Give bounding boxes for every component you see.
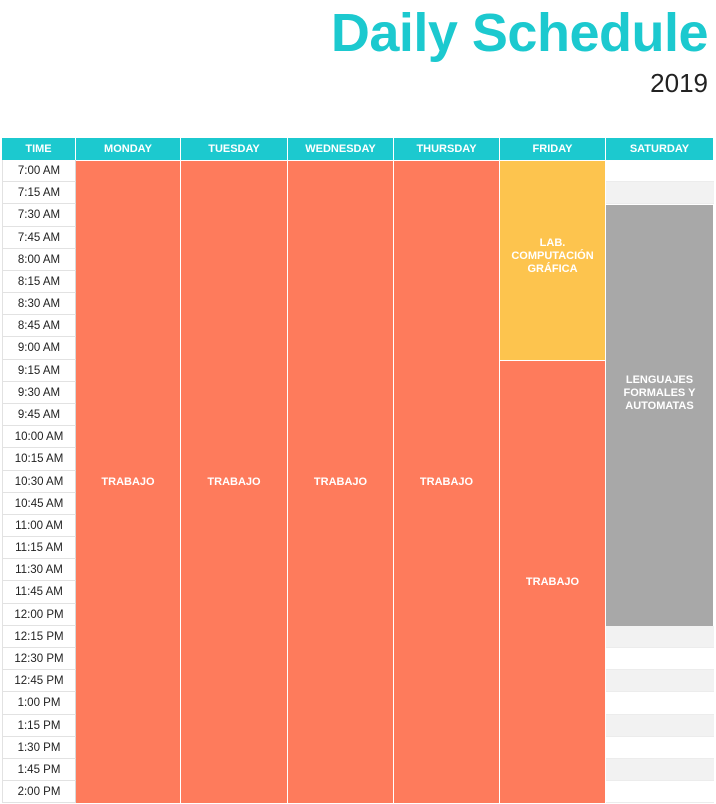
event-label: TRABAJO (101, 475, 155, 488)
time-slot-label: 1:00 PM (2, 692, 76, 715)
time-slot-label: 12:15 PM (2, 626, 76, 648)
time-slot-label: 10:15 AM (2, 448, 76, 471)
empty-slot[interactable] (606, 160, 714, 182)
time-slot-label: 7:00 AM (2, 160, 76, 182)
time-slot-label: 11:15 AM (2, 537, 76, 559)
time-slot-label: 9:00 AM (2, 337, 76, 360)
schedule-year: 2019 (650, 68, 708, 98)
time-slot-label: 7:45 AM (2, 227, 76, 249)
time-slot-label: 11:45 AM (2, 581, 76, 604)
empty-slot[interactable] (606, 759, 714, 781)
time-slot-label: 8:45 AM (2, 315, 76, 337)
event-block-work[interactable]: TRABAJO (288, 160, 394, 803)
empty-slot[interactable] (606, 648, 714, 670)
schedule-grid: TIME MONDAY TUESDAY WEDNESDAY THURSDAY FRIDAY… (2, 138, 714, 804)
event-block-work[interactable]: TRABAJO (76, 160, 181, 803)
event-label: TRABAJO (525, 575, 580, 588)
event-label: TRABAJO (207, 475, 261, 488)
column-header-saturday: SATURDAY (606, 138, 714, 160)
event-block-work[interactable]: TRABAJO (181, 160, 288, 803)
time-slot-label: 9:45 AM (2, 404, 76, 426)
time-slot-label: 1:15 PM (2, 715, 76, 737)
time-slot-label: 1:30 PM (2, 737, 76, 759)
page-title: Daily Schedule (330, 3, 709, 63)
time-slot-label: 9:15 AM (2, 360, 76, 382)
time-slot-label: 8:00 AM (2, 249, 76, 271)
time-slot-label: 12:45 PM (2, 670, 76, 692)
time-slot-label: 8:15 AM (2, 271, 76, 293)
event-label: TRABAJO (419, 475, 474, 488)
column-header-time: TIME (2, 138, 76, 160)
time-slot-label: 11:30 AM (2, 559, 76, 581)
column-header-wednesday: WEDNESDAY (288, 138, 394, 160)
event-label: TRABAJO (313, 475, 368, 488)
event-label: LENGUAJES FORMALES Y AUTOMATAS (623, 374, 696, 412)
event-block-work[interactable]: TRABAJO (394, 160, 500, 803)
empty-slot[interactable] (606, 182, 714, 204)
event-block-lecture[interactable]: LENGUAJES FORMALES Y AUTOMATAS (606, 204, 714, 626)
empty-slot[interactable] (606, 737, 714, 759)
time-slot-label: 7:30 AM (2, 204, 76, 227)
empty-slot[interactable] (606, 670, 714, 692)
time-slot-label: 8:30 AM (2, 293, 76, 315)
event-block-work[interactable]: TRABAJO (500, 360, 606, 803)
empty-slot[interactable] (606, 692, 714, 715)
time-slot-label: 10:45 AM (2, 493, 76, 515)
empty-slot[interactable] (606, 715, 714, 737)
time-slot-label: 7:15 AM (2, 182, 76, 204)
time-slot-label: 11:00 AM (2, 515, 76, 537)
time-slot-label: 9:30 AM (2, 382, 76, 404)
time-slot-label: 10:00 AM (2, 426, 76, 448)
column-header-thursday: THURSDAY (394, 138, 500, 160)
column-header-monday: MONDAY (76, 138, 181, 160)
time-slot-label: 1:45 PM (2, 759, 76, 781)
time-slot-label: 10:30 AM (2, 471, 76, 493)
time-slot-label: 2:00 PM (2, 781, 76, 803)
column-header-friday: FRIDAY (500, 138, 606, 160)
column-header-tuesday: TUESDAY (181, 138, 288, 160)
time-slot-label: 12:30 PM (2, 648, 76, 670)
empty-slot[interactable] (606, 626, 714, 648)
time-slot-label: 12:00 PM (2, 604, 76, 626)
event-block-lab[interactable]: LAB. COMPUTACIÓN GRÁFICA (500, 160, 606, 360)
event-label: LAB. COMPUTACIÓN GRÁFICA (511, 237, 594, 275)
empty-slot[interactable] (606, 781, 714, 803)
